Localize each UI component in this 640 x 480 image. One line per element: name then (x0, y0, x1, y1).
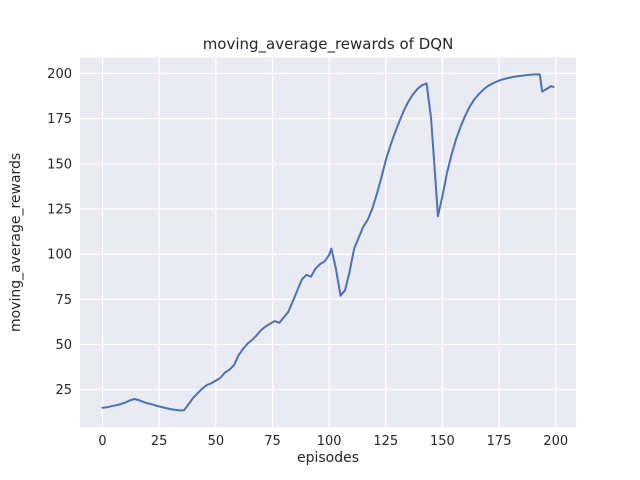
y-axis-label: moving_average_rewards (8, 153, 24, 332)
x-tick-label: 25 (151, 434, 168, 449)
y-tick-label: 25 (55, 383, 72, 398)
x-tick-label: 50 (208, 434, 225, 449)
x-axis-label: episodes (297, 450, 359, 466)
y-tick-label: 75 (55, 293, 72, 308)
reward-line (101, 73, 555, 412)
y-tick-label: 50 (55, 338, 72, 353)
x-tick-label: 150 (430, 434, 455, 449)
x-tick-label: 125 (373, 434, 398, 449)
x-tick-label: 0 (98, 434, 106, 449)
y-tick-label: 100 (47, 248, 72, 263)
x-tick-label: 175 (487, 434, 512, 449)
x-tick-label: 200 (543, 434, 568, 449)
x-tick-label: 100 (317, 434, 342, 449)
y-tick-label: 200 (47, 67, 72, 82)
chart-title: moving_average_rewards of DQN (203, 35, 454, 54)
y-tick-label: 125 (47, 202, 72, 217)
y-tick-label: 175 (47, 112, 72, 127)
plot-area (80, 57, 576, 428)
x-tick-label: 75 (264, 434, 281, 449)
y-tick-label: 150 (47, 157, 72, 172)
